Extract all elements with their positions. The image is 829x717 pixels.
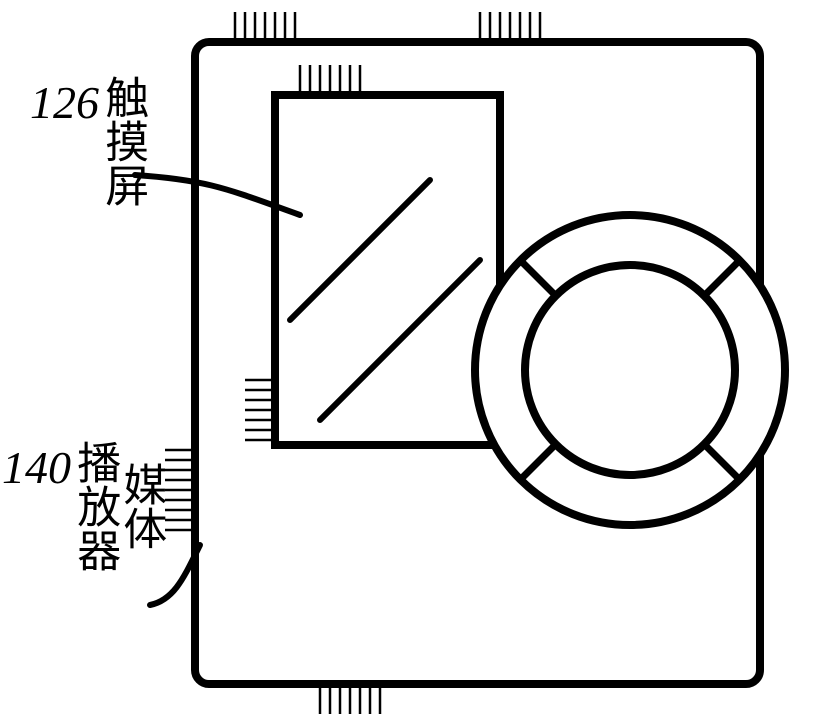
- wheel-inner: [525, 265, 735, 475]
- label-touchscreen-text: 触摸屏: [98, 75, 147, 207]
- diagram-canvas: { "canvas": { "width": 829, "height": 71…: [0, 0, 829, 717]
- label-touchscreen-ref: 126: [30, 79, 99, 127]
- label-touchscreen: 触摸屏 126: [30, 75, 145, 207]
- label-player-line1: 媒体: [116, 462, 165, 550]
- label-player: 媒体 播放器 140: [2, 440, 163, 572]
- label-player-ref: 140: [2, 444, 71, 492]
- label-player-line2: 播放器: [70, 440, 119, 572]
- click-wheel: [475, 215, 785, 525]
